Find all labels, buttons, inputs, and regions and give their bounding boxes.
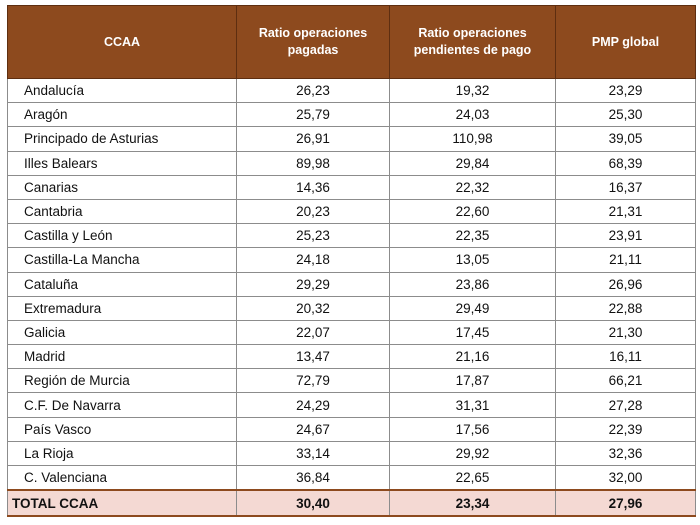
table-row: C.F. De Navarra 24,29 31,31 27,28 <box>7 392 696 418</box>
pmp-global-cell: 16,37 <box>555 174 696 200</box>
ratio-pagadas-cell: 89,98 <box>236 150 390 176</box>
ratio-pagadas-cell: 22,07 <box>236 319 390 346</box>
total-ratio-pagadas: 30,40 <box>236 489 390 518</box>
pmp-global-cell: 26,96 <box>555 271 696 297</box>
table-row: Región de Murcia 72,79 17,87 66,21 <box>7 368 696 394</box>
ratio-pendientes-cell: 29,84 <box>389 150 556 176</box>
pmp-global-cell: 32,36 <box>555 440 696 467</box>
ratio-pagadas-cell: 26,23 <box>236 77 390 104</box>
ratio-pagadas-cell: 13,47 <box>236 344 390 370</box>
table-body: Andalucía 26,23 19,32 23,29 Aragón 25,79 24,03… <box>7 77 696 518</box>
ratio-pendientes-cell: 22,65 <box>389 465 556 491</box>
ccaa-name-cell: Canarias <box>7 174 237 200</box>
ccaa-name-cell: País Vasco <box>7 416 237 442</box>
pmp-global-cell: 23,91 <box>555 223 696 249</box>
ccaa-name-cell: Castilla y León <box>7 223 237 249</box>
ratio-pagadas-cell: 24,18 <box>236 247 390 273</box>
ratio-pagadas-cell: 24,29 <box>236 392 390 418</box>
ratio-pagadas-cell: 36,84 <box>236 465 390 491</box>
ccaa-name-cell: Cataluña <box>7 271 237 297</box>
ratio-pendientes-cell: 21,16 <box>389 344 556 370</box>
ccaa-name-cell: Madrid <box>7 344 237 370</box>
table-row: Castilla-La Mancha 24,18 13,05 21,11 <box>7 247 696 273</box>
pmp-global-cell: 22,39 <box>555 416 696 442</box>
ccaa-name-cell: Andalucía <box>7 77 237 104</box>
table-row: Extremadura 20,32 29,49 22,88 <box>7 295 696 321</box>
table-row: Galicia 22,07 17,45 21,30 <box>7 319 696 346</box>
ccaa-name-cell: Extremadura <box>7 295 237 321</box>
table-row: Cataluña 29,29 23,86 26,96 <box>7 271 696 297</box>
total-ratio-pendientes: 23,34 <box>389 489 556 518</box>
pmp-global-cell: 68,39 <box>555 150 696 176</box>
ratio-pagadas-cell: 26,91 <box>236 126 390 152</box>
table-row: Castilla y León 25,23 22,35 23,91 <box>7 223 696 249</box>
ccaa-name-cell: Cantabria <box>7 198 237 225</box>
ratio-pendientes-cell: 110,98 <box>389 126 556 152</box>
ccaa-name-cell: Castilla-La Mancha <box>7 247 237 273</box>
ccaa-name-cell: Galicia <box>7 319 237 346</box>
ratio-pendientes-cell: 22,35 <box>389 223 556 249</box>
pmp-global-cell: 32,00 <box>555 465 696 491</box>
ratio-pagadas-cell: 25,79 <box>236 102 390 128</box>
pmp-global-cell: 27,28 <box>555 392 696 418</box>
ratio-pendientes-cell: 17,45 <box>389 319 556 346</box>
pmp-global-cell: 66,21 <box>555 368 696 394</box>
ratio-pendientes-cell: 19,32 <box>389 77 556 104</box>
ratio-pendientes-cell: 17,87 <box>389 368 556 394</box>
pmp-global-cell: 25,30 <box>555 102 696 128</box>
ratio-pendientes-cell: 22,60 <box>389 198 556 225</box>
ratio-pagadas-cell: 20,23 <box>236 198 390 225</box>
ratio-pendientes-cell: 13,05 <box>389 247 556 273</box>
ratio-pagadas-cell: 25,23 <box>236 223 390 249</box>
total-label: TOTAL CCAA <box>7 489 237 518</box>
pmp-global-cell: 21,31 <box>555 198 696 225</box>
pmp-global-cell: 16,11 <box>555 344 696 370</box>
table-row: Canarias 14,36 22,32 16,37 <box>7 174 696 200</box>
ratio-pagadas-cell: 72,79 <box>236 368 390 394</box>
ratio-pagadas-cell: 33,14 <box>236 440 390 467</box>
ratio-pendientes-cell: 23,86 <box>389 271 556 297</box>
ratio-pagadas-cell: 14,36 <box>236 174 390 200</box>
pmp-global-cell: 23,29 <box>555 77 696 104</box>
table-row: Principado de Asturias 26,91 110,98 39,05 <box>7 126 696 152</box>
table-row: Illes Balears 89,98 29,84 68,39 <box>7 150 696 176</box>
ccaa-name-cell: Illes Balears <box>7 150 237 176</box>
table-row: Aragón 25,79 24,03 25,30 <box>7 102 696 128</box>
ratio-pendientes-cell: 24,03 <box>389 102 556 128</box>
pmp-global-cell: 21,30 <box>555 319 696 346</box>
table-row: País Vasco 24,67 17,56 22,39 <box>7 416 696 442</box>
ccaa-name-cell: Región de Murcia <box>7 368 237 394</box>
ccaa-name-cell: C. Valenciana <box>7 465 237 491</box>
ratio-pagadas-cell: 29,29 <box>236 271 390 297</box>
table-row: Cantabria 20,23 22,60 21,31 <box>7 198 696 225</box>
ratio-pendientes-cell: 29,92 <box>389 440 556 467</box>
table-row: Andalucía 26,23 19,32 23,29 <box>7 77 696 104</box>
ratio-pendientes-cell: 29,49 <box>389 295 556 321</box>
header-pmp-global: PMP global <box>555 5 696 79</box>
total-pmp-global: 27,96 <box>555 489 696 518</box>
ratio-pagadas-cell: 24,67 <box>236 416 390 442</box>
ccaa-name-cell: C.F. De Navarra <box>7 392 237 418</box>
pmp-table: CCAA Ratio operaciones pagadas Ratio ope… <box>7 5 696 518</box>
pmp-global-cell: 22,88 <box>555 295 696 321</box>
header-ratio-pendientes: Ratio operaciones pendientes de pago <box>389 5 556 79</box>
pmp-global-cell: 21,11 <box>555 247 696 273</box>
total-row: TOTAL CCAA 30,40 23,34 27,96 <box>7 489 696 518</box>
ccaa-name-cell: La Rioja <box>7 440 237 467</box>
ratio-pendientes-cell: 22,32 <box>389 174 556 200</box>
ratio-pendientes-cell: 31,31 <box>389 392 556 418</box>
ratio-pendientes-cell: 17,56 <box>389 416 556 442</box>
header-ccaa: CCAA <box>7 5 237 79</box>
table-row: Madrid 13,47 21,16 16,11 <box>7 344 696 370</box>
pmp-global-cell: 39,05 <box>555 126 696 152</box>
header-ratio-pagadas: Ratio operaciones pagadas <box>236 5 390 79</box>
header-row: CCAA Ratio operaciones pagadas Ratio ope… <box>7 5 696 79</box>
table-row: C. Valenciana 36,84 22,65 32,00 <box>7 465 696 491</box>
ratio-pagadas-cell: 20,32 <box>236 295 390 321</box>
table-row: La Rioja 33,14 29,92 32,36 <box>7 440 696 467</box>
ccaa-name-cell: Principado de Asturias <box>7 126 237 152</box>
ccaa-name-cell: Aragón <box>7 102 237 128</box>
